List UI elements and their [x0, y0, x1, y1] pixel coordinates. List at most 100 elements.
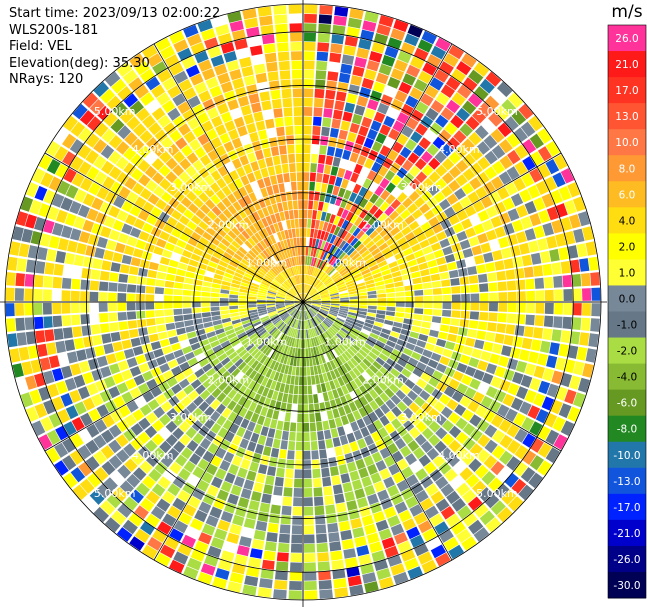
radar-gate — [572, 303, 582, 316]
radar-gate — [318, 324, 325, 333]
radar-gate — [184, 351, 195, 361]
radar-gate — [290, 277, 296, 286]
radar-gate — [108, 292, 117, 302]
radar-gate — [419, 355, 430, 365]
radar-gate — [177, 262, 188, 271]
radar-gate — [358, 295, 368, 299]
radar-gate — [279, 287, 288, 293]
radar-gate — [251, 247, 260, 256]
radar-gate — [326, 254, 333, 263]
radar-gate — [371, 141, 383, 153]
radar-gate — [396, 458, 409, 471]
radar-gate — [310, 290, 318, 297]
radar-gate — [248, 290, 258, 295]
radar-gate — [307, 319, 312, 329]
radar-gate — [522, 450, 537, 465]
radar-gate — [373, 208, 384, 219]
radar-gate — [402, 73, 416, 86]
radar-gate — [499, 434, 513, 449]
radar-gate — [86, 382, 99, 396]
radar-gate — [293, 329, 298, 338]
radar-gate — [284, 229, 290, 239]
radar-gate — [354, 216, 363, 227]
radar-gate — [303, 293, 304, 302]
radar-gate — [183, 504, 197, 517]
colorbar-segment — [608, 571, 646, 599]
radar-gate — [100, 144, 115, 159]
radar-gate — [182, 296, 192, 302]
radar-gate — [324, 495, 335, 506]
radar-gate — [204, 348, 215, 358]
radar-gate — [162, 345, 173, 355]
radar-gate — [191, 302, 201, 308]
radar-gate — [360, 29, 375, 41]
radar-gate — [248, 250, 257, 259]
radar-gate — [238, 292, 248, 296]
radar-gate — [385, 287, 395, 293]
radar-gate — [117, 464, 132, 479]
radar-gate — [192, 290, 202, 297]
radar-gate — [210, 399, 221, 410]
radar-gate — [344, 337, 353, 345]
radar-gate — [124, 177, 137, 190]
radar-gate — [269, 175, 278, 185]
radar-gate — [137, 383, 150, 395]
radar-gate — [321, 304, 331, 307]
radar-gate — [277, 321, 285, 330]
radar-gate — [219, 132, 231, 144]
radar-gate — [347, 285, 357, 290]
radar-gate — [294, 310, 300, 319]
radar-gate — [444, 122, 458, 136]
radar-gate — [352, 183, 362, 194]
radar-gate — [406, 526, 421, 540]
radar-gate — [537, 163, 551, 179]
azimuth-spoke — [302, 152, 562, 303]
radar-gate — [265, 437, 274, 447]
radar-gate — [312, 257, 317, 267]
radar-gate — [365, 368, 375, 378]
radar-gate — [306, 275, 309, 284]
radar-gate — [266, 259, 274, 268]
radar-gate — [259, 285, 269, 291]
radar-gate — [361, 77, 374, 90]
radar-gate — [359, 197, 369, 208]
radar-gate — [159, 178, 171, 191]
radar-gate — [379, 366, 390, 376]
radar-gate — [238, 385, 247, 395]
radar-gate — [371, 347, 381, 357]
radar-gate — [344, 557, 358, 568]
radar-gate — [377, 336, 388, 344]
radar-gate — [88, 182, 101, 196]
radar-gate — [319, 309, 328, 315]
radar-gate — [289, 337, 294, 347]
radar-gate — [258, 364, 266, 374]
radar-gate — [372, 511, 386, 523]
azimuth-spoke — [44, 152, 304, 303]
radar-gate — [201, 307, 211, 313]
radar-gate — [266, 303, 276, 306]
radar-gate — [564, 359, 576, 374]
radar-gate — [429, 77, 444, 91]
radar-gate — [435, 498, 450, 512]
radar-gate — [326, 513, 337, 524]
radar-gate — [555, 357, 567, 371]
radar-gate — [79, 478, 95, 494]
radar-gate — [410, 482, 424, 495]
radar-gate — [71, 172, 85, 187]
radar-gate — [436, 256, 447, 266]
radar-gate — [375, 357, 386, 366]
radar-gate — [222, 385, 233, 396]
radar-gate — [330, 224, 337, 234]
radar-gate — [116, 382, 129, 394]
radar-gate — [202, 316, 212, 323]
radar-gate — [320, 334, 326, 343]
radar-gate — [280, 313, 289, 320]
radar-gate — [67, 240, 78, 253]
radar-gate — [179, 361, 190, 372]
radar-gate — [38, 154, 53, 170]
radar-gate — [442, 287, 452, 295]
radar-gate — [312, 300, 321, 302]
azimuth-spoke — [302, 301, 562, 452]
radar-gate — [358, 308, 368, 312]
radar-gate — [304, 320, 306, 330]
